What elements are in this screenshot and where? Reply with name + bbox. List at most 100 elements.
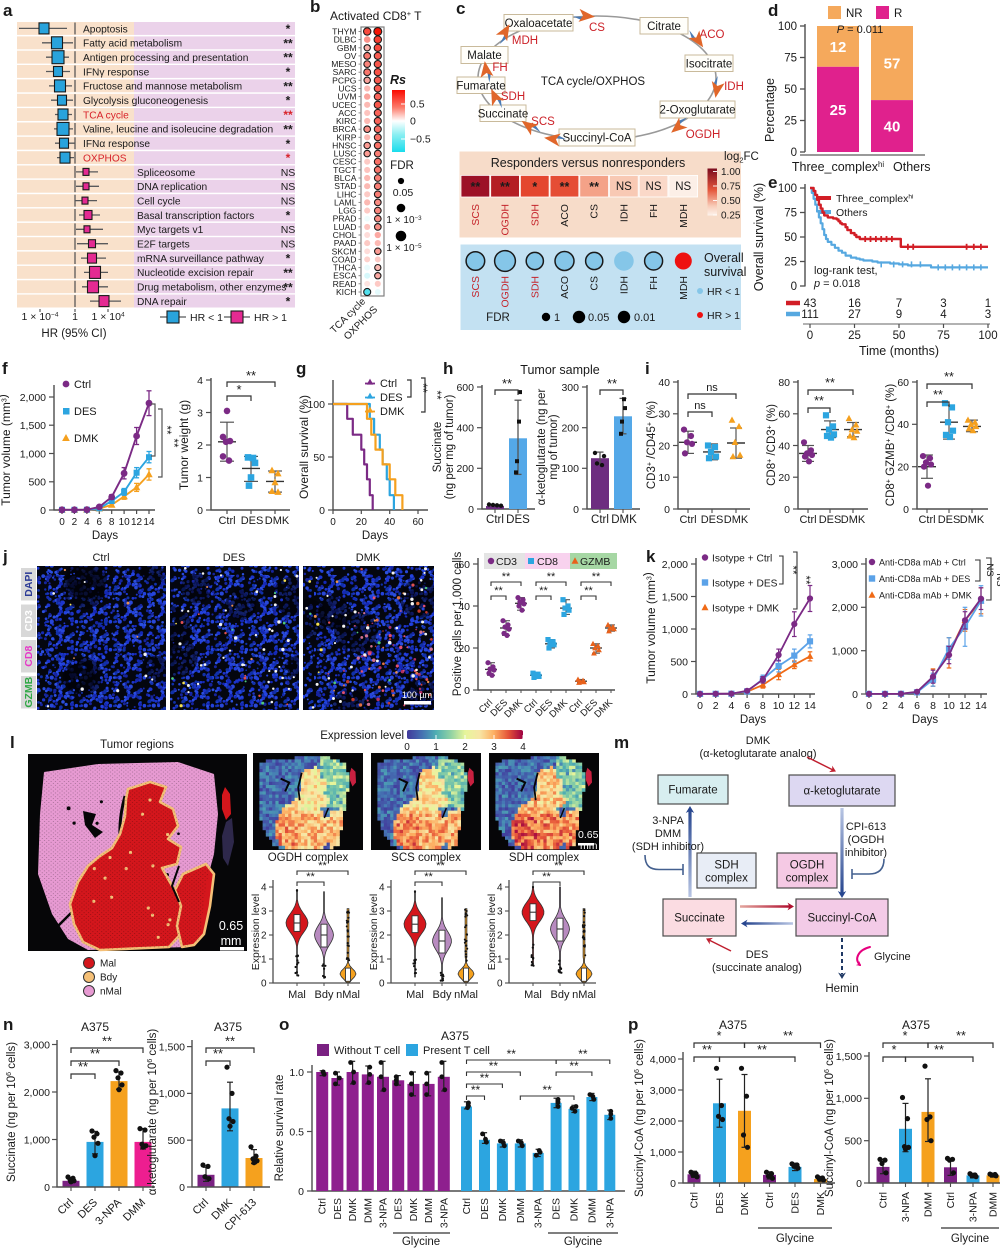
svg-text:10: 10 — [773, 700, 785, 712]
svg-text:IDH: IDH — [724, 81, 744, 93]
svg-text:25: 25 — [848, 330, 861, 342]
svg-text:**: ** — [607, 376, 617, 391]
svg-text:Tumor regions: Tumor regions — [100, 739, 174, 751]
svg-text:Anti-CD8a mAb + Ctrl: Anti-CD8a mAb + Ctrl — [879, 558, 966, 568]
svg-text:Ctrl: Ctrl — [74, 379, 91, 391]
svg-text:mm: mm — [221, 934, 242, 948]
svg-text:12: 12 — [830, 39, 847, 56]
svg-text:40: 40 — [658, 377, 670, 389]
svg-text:**: ** — [283, 266, 293, 280]
svg-text:Others: Others — [893, 160, 931, 174]
svg-text:0: 0 — [319, 505, 325, 517]
svg-text:*: * — [286, 94, 291, 108]
svg-text:0: 0 — [682, 689, 688, 701]
svg-text:j: j — [2, 547, 8, 566]
svg-text:e: e — [768, 173, 777, 192]
svg-text:E2F targets: E2F targets — [137, 240, 190, 251]
svg-text:25: 25 — [830, 102, 847, 119]
svg-text:**: ** — [283, 280, 293, 294]
svg-text:0: 0 — [410, 116, 416, 128]
svg-text:**: ** — [589, 180, 599, 194]
svg-text:**: ** — [592, 571, 601, 583]
svg-text:DNA replication: DNA replication — [137, 182, 207, 193]
svg-text:NS: NS — [281, 224, 296, 236]
svg-text:2: 2 — [713, 700, 719, 712]
svg-text:1: 1 — [554, 312, 560, 324]
svg-text:0.05: 0.05 — [588, 312, 609, 324]
svg-text:500: 500 — [670, 656, 688, 668]
svg-text:FDR: FDR — [486, 312, 510, 324]
svg-text:Positive cells per 1,000 cells: Positive cells per 1,000 cells — [452, 552, 464, 697]
svg-text:20: 20 — [897, 461, 909, 473]
svg-text:TCA cycle/OXPHOS: TCA cycle/OXPHOS — [541, 76, 645, 88]
svg-text:Drug metabolism, other enzymes: Drug metabolism, other enzymes — [137, 283, 286, 294]
svg-text:50: 50 — [313, 452, 325, 464]
svg-text:0: 0 — [903, 504, 909, 516]
svg-text:Three_complexhi: Three_complexhi — [836, 193, 913, 205]
svg-text:ACO: ACO — [559, 276, 571, 299]
svg-text:6: 6 — [744, 700, 750, 712]
svg-text:DMK: DMK — [265, 515, 290, 527]
svg-text:OGDH: OGDH — [500, 276, 512, 308]
svg-text:500: 500 — [28, 477, 46, 489]
svg-text:0.5: 0.5 — [410, 99, 425, 111]
svg-text:0: 0 — [807, 330, 813, 342]
svg-text:400: 400 — [456, 422, 474, 434]
svg-text:*: * — [286, 295, 291, 309]
svg-text:Tumor volume (mm3): Tumor volume (mm3) — [641, 572, 659, 683]
svg-text:**: ** — [547, 571, 556, 583]
svg-text:NS: NS — [994, 573, 1000, 586]
svg-text:NS: NS — [984, 563, 995, 576]
svg-text:Overall survival (%): Overall survival (%) — [752, 183, 766, 291]
svg-text:DMK: DMK — [960, 514, 985, 526]
svg-text:Expression level: Expression level — [320, 730, 404, 742]
svg-text:NS: NS — [646, 181, 662, 193]
svg-text:**: ** — [560, 180, 570, 194]
svg-text:Tumor sample: Tumor sample — [520, 363, 599, 377]
svg-text:NS: NS — [281, 167, 296, 179]
svg-text:*: * — [286, 252, 291, 266]
svg-text:25: 25 — [784, 257, 797, 269]
svg-text:DES: DES — [223, 552, 246, 564]
svg-text:0: 0 — [791, 281, 797, 293]
svg-text:Apoptosis: Apoptosis — [83, 24, 128, 35]
svg-text:14: 14 — [975, 700, 987, 712]
svg-text:50: 50 — [784, 232, 797, 244]
svg-text:DMK: DMK — [611, 514, 637, 526]
svg-text:**: ** — [283, 122, 293, 136]
svg-text:OGDH: OGDH — [686, 129, 721, 141]
svg-text:200: 200 — [456, 463, 474, 475]
svg-text:OGDH: OGDH — [500, 204, 512, 236]
svg-text:HR > 1: HR > 1 — [254, 312, 287, 324]
svg-text:R: R — [894, 8, 902, 20]
svg-text:Isocitrate: Isocitrate — [686, 58, 733, 70]
svg-text:Isotype + Ctrl: Isotype + Ctrl — [712, 554, 772, 565]
svg-text:4: 4 — [197, 375, 203, 387]
svg-text:−0.5: −0.5 — [410, 134, 431, 146]
svg-text:SDH: SDH — [529, 276, 541, 298]
svg-text:mg of tumor): mg of tumor) — [548, 414, 560, 479]
svg-text:FDR: FDR — [390, 160, 414, 172]
svg-text:60: 60 — [897, 377, 909, 389]
svg-text:**: ** — [539, 585, 548, 597]
svg-text:8: 8 — [109, 517, 115, 528]
svg-text:TCA cycle: TCA cycle — [83, 110, 129, 121]
svg-text:IFNγ response: IFNγ response — [83, 67, 150, 78]
svg-text:CD8: CD8 — [537, 556, 558, 568]
svg-text:1.00: 1.00 — [721, 167, 741, 178]
svg-text:**: ** — [283, 108, 293, 122]
svg-text:Ctrl: Ctrl — [799, 514, 816, 526]
svg-text:FH: FH — [492, 62, 507, 74]
svg-text:**: ** — [799, 576, 811, 585]
svg-text:4: 4 — [898, 700, 904, 712]
svg-text:0: 0 — [866, 700, 872, 712]
svg-text:CS: CS — [589, 276, 601, 291]
svg-text:6: 6 — [97, 517, 103, 528]
svg-text:0: 0 — [59, 517, 65, 528]
svg-text:14: 14 — [143, 517, 155, 528]
svg-text:HR < 1: HR < 1 — [707, 286, 740, 298]
svg-text:KICH: KICH — [336, 287, 357, 297]
svg-text:20: 20 — [356, 517, 368, 528]
svg-text:DMK: DMK — [74, 433, 99, 445]
svg-text:Valine, leucine and isoleucin: Valine, leucine and isoleucine degradati… — [83, 125, 273, 136]
